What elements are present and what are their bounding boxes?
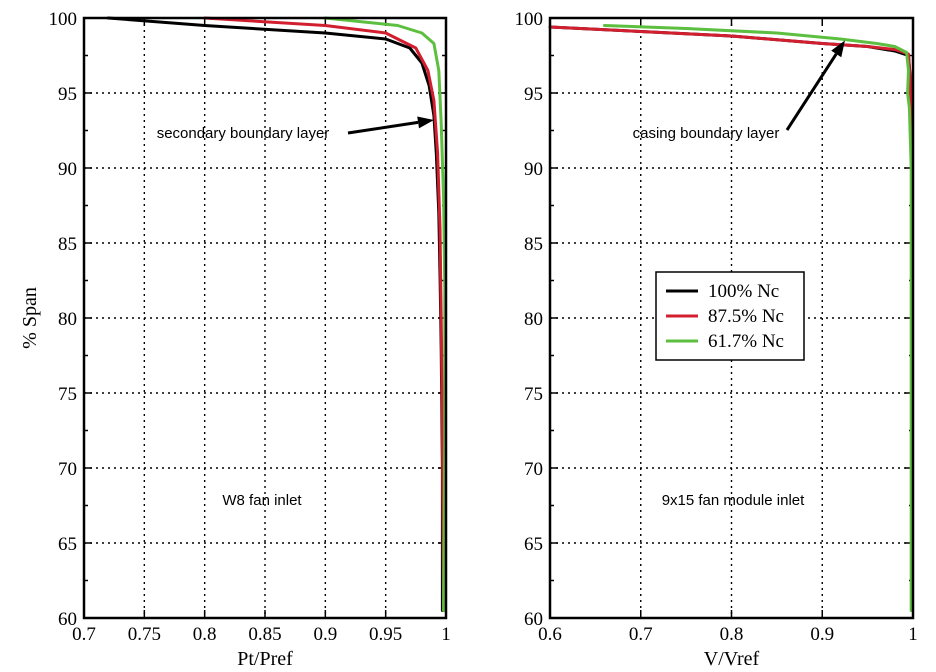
legend: 100% Nc 87.5% Nc 61.7% Nc bbox=[655, 271, 805, 361]
legend-label-2: 87.5% Nc bbox=[708, 306, 784, 327]
panel-2-annotation-arrow-head bbox=[831, 40, 845, 58]
panel-2-ytick-label: 95 bbox=[524, 84, 543, 105]
panel-2-xtick-label: 0.7 bbox=[629, 624, 653, 645]
panel-1-ytick-label: 70 bbox=[58, 459, 77, 480]
panel-1-yaxis-title: % Span bbox=[19, 287, 41, 349]
panel-1-xtick-label: 0.8 bbox=[193, 624, 217, 645]
panel-1-series-1-line bbox=[106, 16, 444, 612]
panel-1-xaxis-title: Pt/Pref bbox=[237, 648, 293, 670]
panel-1-series-3-line bbox=[323, 16, 447, 612]
panel-1-xtick-label: 0.7 bbox=[72, 624, 96, 645]
panel-2-ytick-label: 70 bbox=[524, 459, 543, 480]
panel-1-ytick-label: 100 bbox=[49, 9, 78, 30]
panel-1-ytick-label: 75 bbox=[58, 384, 77, 405]
panel-2-ytick-label: 75 bbox=[524, 384, 543, 405]
panel-2-xtick-label: 0.9 bbox=[810, 624, 834, 645]
panel-1-ytick-label: 65 bbox=[58, 534, 77, 555]
panel-2-xaxis-title: V/Vref bbox=[704, 648, 760, 670]
panel-2-annotation-arrow-shaft bbox=[785, 53, 838, 131]
panel-1-xtick-label: 0.75 bbox=[128, 624, 161, 645]
panel-1-ytick-label: 95 bbox=[58, 84, 77, 105]
panel-2-series-3-line bbox=[603, 24, 913, 612]
panel-1-annotation-arrow-head bbox=[417, 116, 434, 129]
panel-1-annotation-2: W8 fan inlet bbox=[222, 492, 302, 509]
panel-2-xtick-label: 1 bbox=[908, 624, 918, 645]
panel-2-annotation-2: 9x15 fan module inlet bbox=[662, 492, 805, 509]
panel-1-xtick-label: 0.85 bbox=[248, 624, 281, 645]
panel-2-ytick-label: 60 bbox=[524, 609, 543, 630]
panel-2-xtick-label: 0.6 bbox=[538, 624, 562, 645]
panel-1-series-2-line bbox=[203, 16, 446, 612]
panel-2-annotation-1: casing boundary layer bbox=[633, 125, 780, 142]
panel-2-plot: 60 65 70 75 80 85 90 95 100 0.6 0.7 0.8 0.9 1 V/Vref ca… bbox=[515, 9, 918, 670]
panel-2-ytick-label: 90 bbox=[524, 159, 543, 180]
panel-1-ytick-label: 80 bbox=[58, 309, 77, 330]
panel-1-ytick-label: 60 bbox=[58, 609, 77, 630]
panel-1-ytick-label: 90 bbox=[58, 159, 77, 180]
panel-1-ytick-label: 85 bbox=[58, 234, 77, 255]
legend-label-3: 61.7% Nc bbox=[708, 331, 784, 352]
panel-1-frame bbox=[82, 16, 448, 620]
panel-1-xtick-label: 0.9 bbox=[313, 624, 337, 645]
legend-label-1: 100% Nc bbox=[708, 281, 779, 302]
panel-1-xtick-label: 1 bbox=[441, 624, 451, 645]
panel-2-xtick-label: 0.8 bbox=[720, 624, 744, 645]
panel-2-frame bbox=[548, 16, 915, 620]
panel-2-ytick-label: 65 bbox=[524, 534, 543, 555]
panel-1-xtick-label: 0.95 bbox=[369, 624, 402, 645]
panel-2-ytick-label: 100 bbox=[515, 9, 544, 30]
panel-1-plot: 60 65 70 75 80 85 90 95 100 0.7 0.75 0.8 0.85 0.9 0.95… bbox=[19, 9, 451, 670]
panel-1-annotation-arrow-shaft bbox=[347, 120, 419, 135]
panel-2-ytick-label: 85 bbox=[524, 234, 543, 255]
panel-1-annotation-1: secondary boundary layer bbox=[157, 125, 330, 142]
panel-2-ytick-label: 80 bbox=[524, 309, 543, 330]
